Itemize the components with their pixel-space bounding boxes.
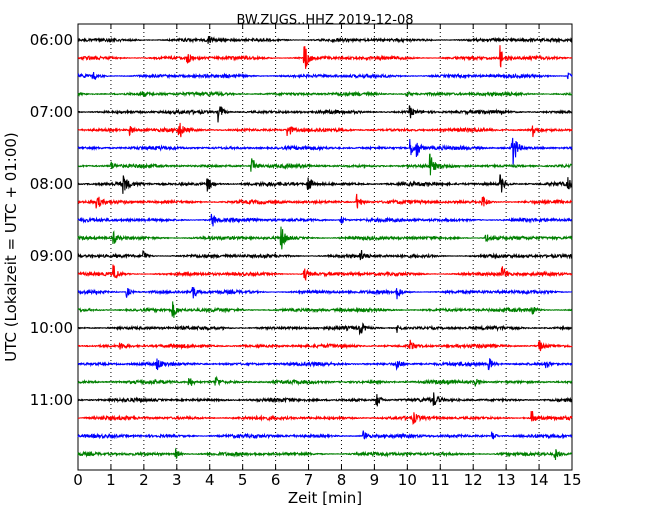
x-tick-label: 6 <box>271 471 281 489</box>
x-tick-label: 0 <box>73 471 83 489</box>
trace-line <box>77 122 573 138</box>
trace-line <box>77 137 573 168</box>
x-tick-label: 1 <box>106 471 116 489</box>
trace-line <box>77 45 573 69</box>
trace-line <box>78 105 573 123</box>
x-tick-label: 7 <box>304 471 314 489</box>
trace-line <box>77 322 573 336</box>
y-tick-label: 08:00 <box>30 175 73 193</box>
x-axis-label: Zeit [min] <box>288 489 362 507</box>
seismogram-traces <box>77 35 573 461</box>
x-tick-label: 13 <box>497 471 516 489</box>
x-axis-ticks: 0 1 2 3 4 5 6 7 8 9 10 11 12 13 14 15 <box>73 24 582 489</box>
chart-title: BW.ZUGS..HHZ 2019-12-08 <box>236 13 413 28</box>
trace-line <box>77 35 573 44</box>
trace-line <box>77 213 573 227</box>
trace-line <box>77 430 573 440</box>
x-tick-label: 15 <box>562 471 581 489</box>
trace-line <box>77 264 573 282</box>
y-axis-label: UTC (Lokalzeit = UTC + 01:00) <box>2 132 20 362</box>
y-tick-label: 09:00 <box>30 247 73 265</box>
x-tick-label: 4 <box>205 471 215 489</box>
x-tick-label: 10 <box>398 471 417 489</box>
trace-line <box>77 226 573 250</box>
trace-line <box>77 447 573 461</box>
x-tick-label: 11 <box>431 471 450 489</box>
trace-line <box>77 153 573 176</box>
y-tick-label: 07:00 <box>30 103 73 121</box>
y-tick-label: 11:00 <box>30 391 73 409</box>
x-tick-label: 2 <box>139 471 149 489</box>
trace-line <box>77 301 573 318</box>
x-tick-label: 14 <box>530 471 549 489</box>
trace-line <box>77 287 573 300</box>
x-tick-label: 5 <box>238 471 248 489</box>
trace-line <box>78 339 573 352</box>
trace-line <box>77 249 573 261</box>
trace-line <box>77 375 573 387</box>
trace-line <box>77 72 573 80</box>
trace-line <box>77 410 573 426</box>
trace-line <box>77 193 573 209</box>
trace-line <box>77 358 573 372</box>
y-tick-label: 10:00 <box>30 319 73 337</box>
trace-line <box>77 90 573 98</box>
x-tick-label: 12 <box>464 471 483 489</box>
x-tick-label: 8 <box>337 471 347 489</box>
y-tick-label: 06:00 <box>30 31 73 49</box>
x-tick-label: 3 <box>172 471 182 489</box>
x-tick-label: 9 <box>370 471 380 489</box>
y-axis-ticks: 06:00 07:00 08:00 09:00 10:00 11:00 <box>30 31 572 409</box>
trace-line <box>77 392 573 407</box>
plot-frame <box>77 23 573 471</box>
trace-line <box>77 174 573 194</box>
